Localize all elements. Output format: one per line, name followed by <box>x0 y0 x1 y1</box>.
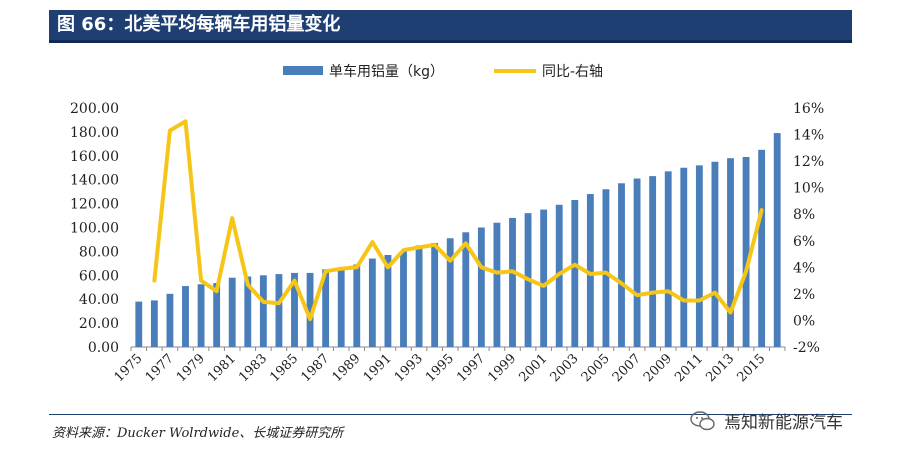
source-divider <box>49 414 852 415</box>
bar <box>711 161 719 347</box>
right-tick-label: 16% <box>793 101 824 117</box>
bar <box>727 158 734 347</box>
bar <box>135 301 143 347</box>
right-tick-label: 0% <box>793 313 815 329</box>
watermark: 焉知新能源汽车 <box>690 408 843 433</box>
bar <box>291 272 298 347</box>
bar <box>680 167 688 347</box>
left-tick-label: 120.00 <box>70 197 119 213</box>
left-tick-label: 20.00 <box>79 316 119 332</box>
left-tick-label: 60.00 <box>79 268 119 284</box>
bar <box>228 277 236 347</box>
bar <box>415 245 423 347</box>
x-tick-label: 1983 <box>236 351 270 385</box>
x-tick-label: 1979 <box>174 351 208 385</box>
right-tick-label: 10% <box>793 181 824 197</box>
bar <box>259 275 267 347</box>
yoy-line <box>152 119 764 322</box>
right-tick-label: 8% <box>793 207 815 223</box>
left-tick-label: 180.00 <box>70 125 119 141</box>
bar <box>353 264 361 347</box>
bar <box>446 238 454 347</box>
x-tick-label: 1997 <box>454 351 488 385</box>
right-tick-label: 4% <box>793 260 815 276</box>
bar <box>197 284 205 347</box>
bar <box>275 274 283 347</box>
legend-bar-swatch <box>283 66 323 75</box>
bar <box>742 156 750 347</box>
right-tick-label: 12% <box>793 154 824 170</box>
x-tick-label: 1999 <box>485 351 519 385</box>
x-tick-label: 2001 <box>516 351 550 385</box>
title-bar: 图 66：北美平均每辆车用铝量变化 <box>49 10 852 43</box>
right-tick-label: -2% <box>793 340 820 356</box>
bar <box>166 293 174 347</box>
bar <box>540 209 548 347</box>
x-tick-label: 1985 <box>267 351 301 385</box>
x-tick-label: 1987 <box>298 351 332 385</box>
watermark-text: 焉知新能源汽车 <box>724 413 843 433</box>
bar <box>602 189 610 347</box>
bar <box>618 183 625 347</box>
bar <box>150 300 158 347</box>
bar <box>633 178 641 347</box>
x-tick-label: 1991 <box>361 351 395 385</box>
bar <box>182 286 189 347</box>
bar <box>477 227 485 347</box>
bar <box>571 200 579 347</box>
left-tick-label: 100.00 <box>70 221 119 237</box>
bar <box>384 254 392 347</box>
bar <box>493 222 501 347</box>
x-tick-label: 1981 <box>205 351 239 385</box>
x-tick-label: 2009 <box>641 351 675 385</box>
bar <box>773 133 781 347</box>
bar <box>586 194 594 347</box>
x-tick-label: 2015 <box>734 351 768 385</box>
x-tick-label: 2003 <box>548 351 582 385</box>
x-tick-label: 2007 <box>610 351 644 385</box>
x-tick-label: 1977 <box>143 351 177 385</box>
left-tick-label: 200.00 <box>70 101 119 117</box>
bar <box>462 232 470 347</box>
source-note: 资料来源：Ducker Wolrdwide、长城证券研究所 <box>52 426 344 441</box>
left-tick-label: 140.00 <box>70 173 119 189</box>
bar <box>337 268 345 347</box>
right-tick-label: 14% <box>793 128 824 144</box>
x-tick-label: 1995 <box>423 351 457 385</box>
page-title: 图 66：北美平均每辆车用铝量变化 <box>57 14 341 35</box>
bar <box>368 258 376 347</box>
x-tick-label: 2013 <box>703 351 737 385</box>
right-tick-label: 6% <box>793 234 815 250</box>
bar <box>213 283 221 347</box>
bar <box>509 217 516 347</box>
left-tick-label: 0.00 <box>88 340 119 356</box>
left-tick-label: 80.00 <box>79 244 119 260</box>
x-tick-label: 2005 <box>579 351 613 385</box>
bar <box>244 276 252 347</box>
bar <box>306 272 314 347</box>
x-tick-label: 1989 <box>330 351 364 385</box>
right-tick-label: 2% <box>793 287 815 303</box>
bar <box>695 165 703 347</box>
bar <box>400 251 407 347</box>
bar <box>649 176 657 347</box>
x-tick-label: 1993 <box>392 351 426 385</box>
bar <box>664 171 672 347</box>
x-tick-label: 1975 <box>112 351 146 385</box>
left-tick-label: 40.00 <box>79 292 119 308</box>
wechat-icon <box>690 410 715 430</box>
left-tick-label: 160.00 <box>70 149 119 165</box>
bar <box>431 243 439 347</box>
bar <box>322 269 330 347</box>
bar <box>758 149 766 347</box>
legend-bar-label: 单车用铝量（kg） <box>329 63 444 80</box>
x-tick-label: 2011 <box>672 351 706 385</box>
legend-line-label: 同比-右轴 <box>542 64 603 80</box>
